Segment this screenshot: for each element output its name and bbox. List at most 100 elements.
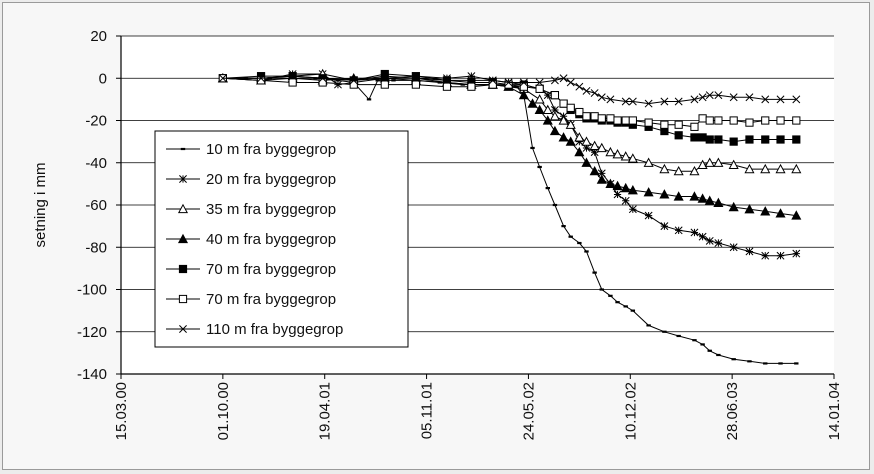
data-point — [411, 72, 420, 81]
data-point — [792, 249, 801, 258]
data-point — [442, 76, 451, 85]
x-tick-label: 05.11.01 — [419, 382, 436, 439]
data-point — [534, 94, 545, 104]
y-tick-labels: 20 0 -20 -40 -60 -80 -100 -120 -140 — [77, 28, 121, 383]
data-point — [713, 157, 724, 167]
data-point — [674, 120, 683, 129]
data-point — [761, 251, 770, 260]
data-point — [620, 151, 631, 161]
data-point — [792, 95, 801, 104]
data-point — [659, 163, 670, 174]
data-point — [776, 95, 785, 104]
data-point — [792, 116, 801, 125]
y-tick-label: -80 — [85, 239, 107, 256]
data-point — [575, 107, 584, 117]
data-point — [761, 95, 770, 104]
x-tick-label: 15.03.00 — [113, 382, 130, 440]
data-point — [714, 91, 723, 100]
data-point — [613, 190, 622, 199]
y-tick-label: -120 — [77, 324, 107, 341]
data-point — [612, 180, 623, 191]
x-tick-label: 01.10.00 — [215, 382, 232, 440]
data-point — [574, 132, 585, 142]
legend: 10 m fra byggegrop 20 m fra byggegrop 35 m… — [154, 130, 409, 348]
data-point — [660, 97, 669, 106]
data-point — [380, 74, 389, 83]
legend-item: 35 m fra byggegrop — [166, 201, 336, 218]
legend-label: 70 m fra byggegrop — [206, 291, 336, 308]
data-point — [177, 203, 189, 214]
data-point — [349, 80, 358, 89]
data-point — [582, 86, 591, 95]
data-point — [467, 72, 476, 81]
data-point — [257, 74, 266, 83]
data-point — [559, 74, 568, 83]
data-point — [582, 112, 591, 121]
data-point — [380, 69, 389, 79]
data-point — [620, 182, 631, 193]
data-point — [318, 74, 327, 83]
data-point — [256, 76, 266, 85]
data-point — [519, 82, 528, 91]
data-point — [698, 232, 707, 241]
data-point — [775, 208, 786, 218]
data-point — [745, 247, 754, 256]
data-point — [760, 206, 771, 216]
data-point — [179, 175, 187, 183]
data-point — [744, 203, 755, 214]
data-point — [596, 142, 607, 153]
data-point — [504, 78, 513, 87]
data-point — [558, 115, 569, 125]
legend-item: 20 m fra byggegrop — [166, 171, 336, 188]
x-tick-label: 14.01.04 — [826, 382, 843, 440]
data-point — [628, 205, 637, 214]
data-point — [589, 140, 600, 150]
data-point — [704, 157, 715, 167]
data-point — [697, 159, 708, 169]
data-point — [559, 99, 568, 108]
legend-label: 10 m fra byggegrop — [206, 141, 336, 158]
data-point — [674, 131, 683, 140]
data-point — [581, 136, 592, 146]
data-point — [744, 163, 755, 174]
data-point — [698, 114, 707, 123]
legend-item: 110 m fra byggegrop — [166, 321, 343, 338]
data-point — [674, 97, 683, 106]
data-point — [550, 105, 559, 114]
data-point — [791, 210, 802, 220]
data-point — [660, 222, 669, 231]
data-point — [644, 99, 653, 108]
data-point — [705, 116, 714, 125]
data-point — [574, 146, 585, 157]
data-point — [565, 136, 576, 146]
data-point — [488, 80, 497, 89]
data-point — [380, 80, 389, 89]
data-point — [288, 72, 297, 81]
data-point — [467, 82, 476, 91]
data-point — [705, 135, 714, 144]
data-point — [698, 93, 707, 102]
data-point — [776, 135, 785, 144]
data-point — [776, 251, 785, 260]
data-point — [760, 163, 771, 174]
data-point — [543, 91, 552, 100]
y-tick-label: 0 — [99, 70, 107, 87]
data-point — [659, 189, 670, 199]
data-point — [627, 153, 638, 163]
data-point — [697, 193, 708, 203]
data-point — [566, 103, 575, 112]
data-point — [177, 233, 189, 244]
data-point — [318, 78, 327, 87]
data-point — [745, 93, 754, 102]
data-point — [728, 159, 739, 169]
data-point — [690, 122, 699, 131]
data-point — [690, 133, 699, 142]
data-point — [612, 149, 623, 159]
data-point — [745, 118, 754, 127]
data-point — [596, 174, 607, 184]
data-point — [775, 163, 786, 174]
data-point — [597, 169, 606, 178]
data-point — [621, 97, 630, 106]
data-point — [597, 93, 606, 102]
